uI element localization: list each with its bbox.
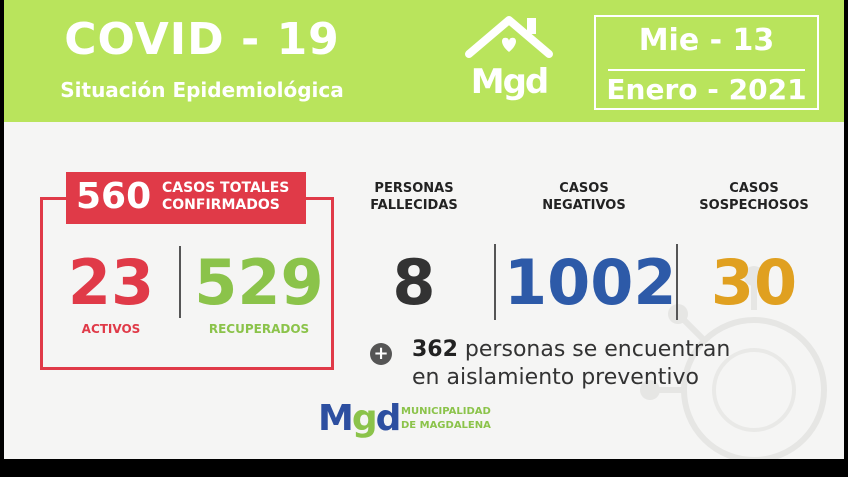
active-label: ACTIVOS — [81, 322, 141, 336]
negative-label-1: CASOS — [559, 181, 609, 196]
date-day: Mie - 13 — [638, 23, 775, 58]
header-band: COVID - 19 Situación Epidemiológica Mgd … — [4, 0, 844, 122]
total-confirmed-value: 560 — [76, 176, 152, 217]
logo-letter-m: M — [318, 398, 354, 439]
suspected-label: CASOS SOSPECHOSOS — [694, 180, 814, 214]
negative-value: 1002 — [504, 246, 677, 319]
deaths-label: PERSONAS FALLECIDAS — [354, 180, 474, 214]
municipality-name: MUNICIPALIDAD DE MAGDALENA — [401, 405, 491, 433]
isolation-text-2: en aislamiento preventivo — [412, 365, 699, 390]
municipality-line-2: DE MAGDALENA — [401, 420, 491, 431]
recovered-label: RECUPERADOS — [208, 322, 310, 336]
negative-label-2: NEGATIVOS — [542, 198, 626, 213]
date-box: Mie - 13 Enero - 2021 — [594, 15, 819, 110]
deaths-divider — [494, 244, 496, 320]
infographic-card: COVID - 19 Situación Epidemiológica Mgd … — [4, 0, 844, 459]
deaths-value: 8 — [392, 246, 436, 319]
suspected-label-1: CASOS — [729, 181, 779, 196]
recovered-value: 529 — [194, 246, 324, 319]
total-confirmed-label-2: CONFIRMADOS — [162, 197, 280, 213]
isolation-text-1: personas se encuentran — [457, 337, 731, 362]
deaths-label-1: PERSONAS — [374, 181, 454, 196]
total-confirmed-label-1: CASOS TOTALES — [162, 180, 290, 196]
confirmed-banner: 560 CASOS TOTALES CONFIRMADOS — [66, 172, 306, 224]
house-icon — [465, 16, 553, 58]
deaths-label-2: FALLECIDAS — [370, 198, 458, 213]
municipality-logo: Mgd — [318, 398, 402, 439]
isolation-count: 362 — [412, 337, 458, 362]
municipality-line-1: MUNICIPALIDAD — [401, 406, 491, 417]
negative-divider — [676, 244, 678, 320]
plus-icon: + — [370, 343, 392, 365]
confirmed-divider — [179, 246, 181, 318]
isolation-note: 362 personas se encuentran en aislamient… — [412, 336, 792, 392]
virus-watermark-icon — [640, 266, 827, 459]
suspected-value: 30 — [710, 246, 798, 319]
date-divider — [608, 69, 805, 71]
logo-letter-d: d — [375, 398, 402, 439]
total-confirmed-label: CASOS TOTALES CONFIRMADOS — [162, 180, 302, 214]
logo-letter-g: g — [351, 398, 378, 439]
page-subtitle: Situación Epidemiológica — [60, 78, 344, 102]
house-heart-logo: Mgd — [459, 12, 559, 102]
active-value: 23 — [67, 246, 155, 319]
suspected-label-2: SOSPECHOSOS — [699, 198, 809, 213]
date-month: Enero - 2021 — [606, 73, 807, 106]
page-title: COVID - 19 — [64, 14, 340, 65]
isolation-note-line-1: 362 personas se encuentran — [412, 336, 792, 364]
negative-label: CASOS NEGATIVOS — [524, 180, 644, 214]
logo-text: Mgd — [470, 62, 550, 102]
